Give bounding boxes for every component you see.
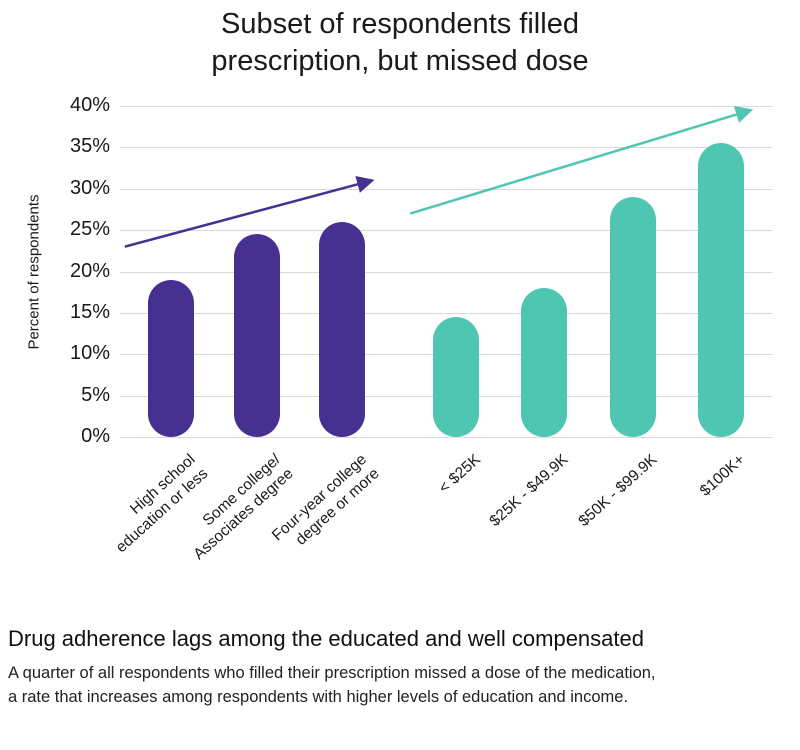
gridline [120,188,772,190]
footer-body: A quarter of all respondents who filled … [8,664,656,706]
y-tick-label: 40% [69,94,110,116]
bar [697,143,744,437]
x-tick-label: $50K - $99.9K [574,451,661,530]
chart-title: Subset of respondents filled prescriptio… [211,8,589,78]
gridline [120,437,772,438]
gridline [120,312,772,314]
gridline [120,271,772,273]
x-tick-label: $25K - $49.9K [486,451,572,530]
gridline [120,106,772,107]
y-tick-label: 10% [69,342,110,365]
bar [433,317,480,437]
footer-heading: Drug adherence lags among the educated a… [8,626,644,651]
bar [609,197,656,437]
y-tick-label: 20% [69,259,110,282]
x-tick-label: < $25K [435,451,484,497]
y-tick-label: 5% [81,383,110,406]
x-tick-label: $100K+ [696,451,749,500]
y-tick-label: 25% [69,218,110,241]
y-tick-label: 0% [81,425,110,447]
gridline [120,147,772,149]
bar [521,288,568,437]
gridline [120,230,772,232]
bar [319,221,366,437]
bar [233,234,280,437]
y-tick-label: 30% [69,176,110,199]
y-tick-label: 15% [69,300,110,323]
bar [147,279,194,437]
y-tick-label: 35% [69,135,110,158]
